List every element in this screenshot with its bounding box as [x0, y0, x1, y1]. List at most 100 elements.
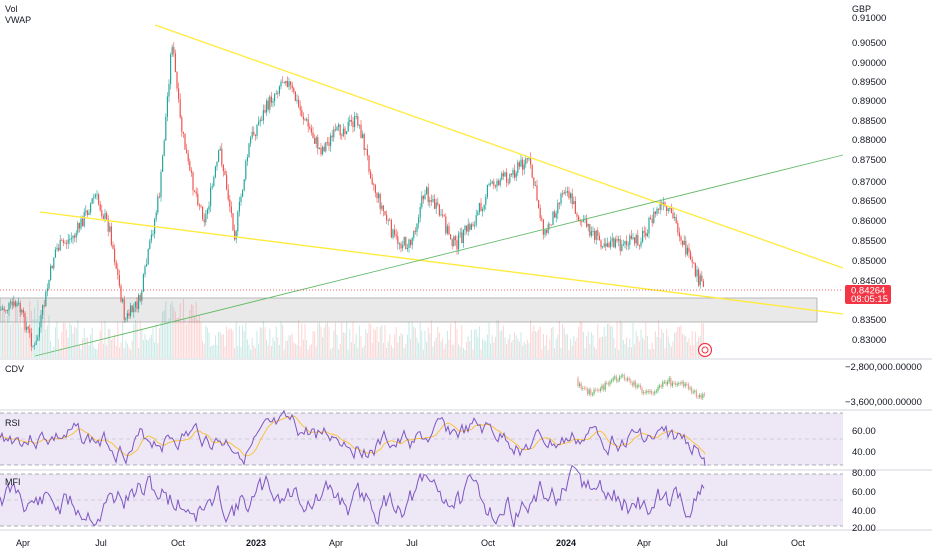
candle-body — [138, 295, 140, 309]
candle-body — [566, 191, 568, 193]
candle-body — [574, 201, 576, 214]
candle-body — [592, 231, 594, 232]
current-price-value: 0.84264 — [851, 286, 885, 297]
cdv-body — [683, 381, 685, 387]
candle-body — [53, 257, 55, 269]
cdv-body — [577, 378, 579, 387]
volume-bar — [686, 341, 688, 358]
cdv-body — [625, 379, 627, 381]
volume-bar — [654, 331, 656, 358]
rsi-ma-line[interactable] — [0, 415, 706, 457]
candle-body — [398, 243, 400, 245]
volume-bar — [91, 327, 93, 358]
mfi-legend[interactable]: MFI — [5, 477, 21, 487]
candle-body — [363, 134, 365, 151]
candle-body — [222, 164, 224, 172]
volume-bar — [461, 324, 463, 358]
candle-body — [218, 150, 220, 162]
volume-bar — [368, 323, 370, 358]
event-marker-icon[interactable] — [697, 342, 713, 358]
mfi-line[interactable] — [0, 464, 705, 528]
vol-legend[interactable]: Vol — [5, 4, 18, 14]
candle-body — [21, 309, 23, 313]
volume-bar — [107, 328, 109, 358]
candle-body — [424, 194, 426, 200]
volume-bar — [64, 323, 66, 358]
candle-body — [582, 219, 584, 222]
candle-body — [510, 173, 512, 175]
volume-bar — [661, 329, 663, 358]
current-price-tag[interactable]: 0.84264 08:05:15 — [845, 285, 891, 305]
volume-bar — [58, 339, 60, 358]
currency-label: GBP — [852, 4, 872, 14]
volume-bar — [405, 343, 407, 358]
volume-bar — [262, 320, 264, 358]
volume-bar — [496, 320, 498, 358]
candle-body — [701, 275, 703, 282]
volume-bar — [514, 332, 516, 358]
cdv-body — [641, 388, 643, 394]
candle-body — [491, 181, 493, 184]
candle-body — [72, 235, 74, 239]
volume-bar — [587, 331, 589, 358]
price-tick-label: 0.83000 — [852, 335, 886, 346]
volume-bar — [192, 305, 194, 358]
candle-body — [390, 220, 392, 238]
volume-bar — [470, 329, 472, 358]
candle-body — [141, 291, 143, 301]
volume-bar — [373, 328, 375, 358]
cdv-body — [676, 384, 678, 386]
volume-bar — [622, 339, 624, 358]
volume-bar — [450, 323, 452, 358]
volume-bar — [658, 320, 660, 358]
volume-bar — [371, 342, 373, 358]
candle-body — [74, 235, 76, 238]
volume-bar — [538, 329, 540, 358]
demand-zone-rectangle[interactable] — [0, 297, 818, 323]
volume-bar — [547, 349, 549, 358]
candle-body — [650, 217, 652, 220]
candle-body — [19, 302, 21, 313]
volume-bar — [170, 304, 172, 358]
rsi-legend[interactable]: RSI — [5, 418, 21, 428]
volume-bar — [237, 345, 239, 358]
volume-bar — [186, 324, 188, 358]
volume-bar — [310, 344, 312, 358]
candle-body — [338, 124, 340, 127]
cdv-legend[interactable]: CDV — [5, 364, 25, 374]
volume-bar — [690, 345, 692, 358]
green-trendline[interactable] — [34, 154, 844, 357]
candle-body — [155, 212, 157, 220]
volume-bar — [216, 344, 218, 358]
rsi-line[interactable] — [0, 409, 706, 467]
volume-bar — [40, 322, 42, 358]
candle-body — [378, 193, 380, 199]
volume-bar — [288, 335, 290, 358]
upper-trendline[interactable] — [154, 24, 844, 269]
price-axis: 0.91000 0.90500 0.90000 0.89500 0.89000 0.885… — [852, 13, 886, 346]
candle-body — [440, 214, 442, 216]
lower-trendline[interactable] — [39, 211, 844, 315]
candle-body — [330, 135, 332, 146]
volume-bar — [581, 321, 583, 358]
volume-bar — [208, 332, 210, 358]
volume-bar — [480, 349, 482, 358]
volume-bar — [402, 334, 404, 358]
candle-body — [597, 230, 599, 236]
vwap-legend[interactable]: VWAP — [5, 15, 32, 25]
volume-bar — [509, 334, 511, 358]
candle-body — [621, 244, 623, 251]
candle-body — [666, 206, 668, 211]
volume-bar — [518, 341, 520, 358]
candle-body — [454, 236, 456, 241]
volume-bar — [448, 339, 450, 358]
volume-bar — [166, 322, 168, 358]
volume-bar — [189, 310, 191, 358]
candle-body — [29, 328, 31, 334]
volume-bar — [544, 345, 546, 358]
candle-body — [606, 243, 608, 247]
cdv-body — [627, 378, 629, 380]
volume-bar — [53, 346, 55, 358]
volume-bar — [608, 323, 610, 358]
